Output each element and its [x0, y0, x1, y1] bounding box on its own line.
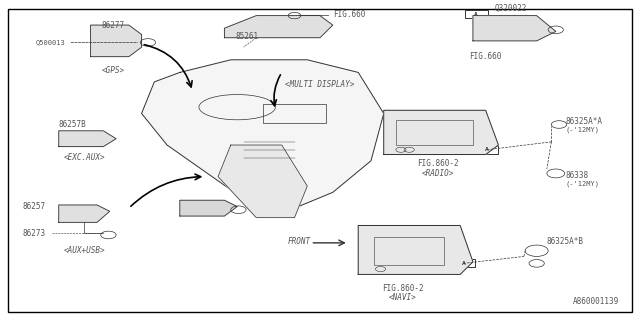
Polygon shape [91, 25, 141, 57]
Text: 86257B: 86257B [59, 120, 86, 129]
Text: 86277: 86277 [101, 21, 124, 30]
Text: <GPS>: <GPS> [101, 66, 124, 75]
Text: <RADIO>: <RADIO> [422, 169, 454, 178]
Polygon shape [59, 131, 116, 147]
Text: <MULTI DISPLAY>: <MULTI DISPLAY> [285, 80, 355, 89]
Text: FIG.860-2: FIG.860-2 [417, 159, 459, 168]
Text: A: A [474, 12, 478, 17]
Polygon shape [180, 200, 237, 216]
Text: 86257: 86257 [23, 202, 46, 211]
Bar [452, 260, 475, 267]
Polygon shape [141, 60, 384, 208]
Bar [374, 236, 444, 265]
Text: A: A [461, 261, 465, 266]
Bar [465, 10, 488, 18]
Text: Q320022: Q320022 [495, 4, 527, 12]
Polygon shape [59, 205, 109, 222]
Text: A860001139: A860001139 [573, 297, 620, 306]
Text: 86325A*A: 86325A*A [565, 117, 602, 126]
Bar [396, 120, 473, 145]
Text: Q500013: Q500013 [35, 39, 65, 45]
Text: 86338: 86338 [565, 171, 588, 180]
Polygon shape [384, 110, 499, 155]
Text: (-'12MY): (-'12MY) [565, 180, 599, 187]
Text: 85261: 85261 [236, 32, 259, 41]
Text: <EXC.AUX>: <EXC.AUX> [63, 153, 105, 162]
Text: A: A [485, 147, 489, 152]
Text: FIG.660: FIG.660 [333, 10, 365, 19]
Text: <NAVI>: <NAVI> [389, 293, 417, 302]
Text: FIG.860-2: FIG.860-2 [382, 284, 424, 293]
Text: 86273: 86273 [23, 229, 46, 238]
Text: <AUX+USB>: <AUX+USB> [63, 246, 105, 255]
Polygon shape [358, 226, 473, 275]
Text: FRONT: FRONT [287, 237, 310, 246]
Polygon shape [473, 16, 556, 41]
Text: (-'12MY): (-'12MY) [565, 127, 599, 133]
Polygon shape [218, 145, 307, 218]
Bar [262, 104, 326, 123]
Text: 86325A*B: 86325A*B [546, 237, 583, 246]
Polygon shape [225, 16, 333, 38]
Text: FIG.660: FIG.660 [470, 52, 502, 61]
Bar [476, 146, 499, 154]
